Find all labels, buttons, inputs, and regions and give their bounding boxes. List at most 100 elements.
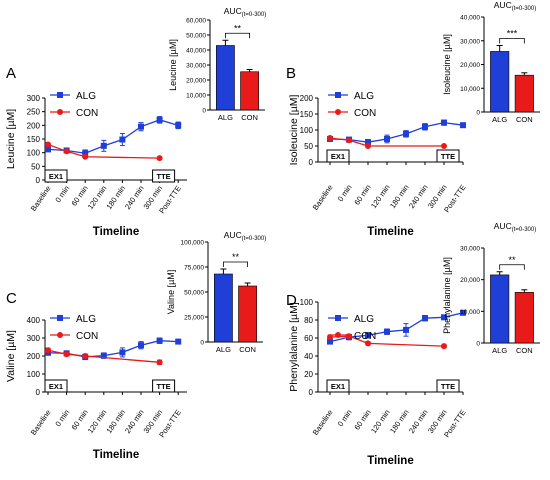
legend-marker <box>57 315 63 321</box>
inset-y-tick-label: 20,000 <box>460 62 480 69</box>
significance-label: ** <box>508 255 516 265</box>
inset-x-tick-label: CON <box>516 115 533 124</box>
legend-label: CON <box>76 331 98 342</box>
x-tick-label: 0 min <box>336 183 354 203</box>
inset-title-sub: (t=0-300) <box>242 236 267 242</box>
x-axis-label: Timeline <box>93 449 139 461</box>
y-tick-label: 0 <box>309 158 314 167</box>
x-tick-label: Baseline <box>311 408 335 437</box>
legend-label: CON <box>76 108 98 119</box>
x-tick-label: 0 min <box>336 408 354 428</box>
data-point-alg <box>156 337 163 344</box>
x-tick-label: 0 min <box>53 184 71 204</box>
significance-bracket <box>499 38 525 44</box>
panel-label: A <box>6 65 16 82</box>
legend-label: CON <box>354 331 376 342</box>
y-tick-label: 250 <box>27 108 41 117</box>
legend-marker <box>335 92 341 98</box>
y-tick-label: 0 <box>309 388 314 397</box>
data-point-alg <box>384 135 390 142</box>
significance-bracket <box>224 32 251 39</box>
data-point-alg <box>175 338 182 345</box>
inset-y-tick-label: 0 <box>476 110 480 117</box>
y-tick-label: 100 <box>300 126 314 135</box>
inset-title-main: AUC <box>224 6 242 16</box>
legend-label: ALG <box>354 91 374 102</box>
significance-label: *** <box>507 29 518 39</box>
x-tick-label: Baseline <box>311 183 335 212</box>
y-tick-label: 150 <box>300 110 314 119</box>
auc-inset: 0 10,000 20,000 30,000 Phenylalanine [µM] AUC… <box>442 221 540 355</box>
data-point-alg <box>175 122 182 129</box>
legend-label: ALG <box>354 314 374 325</box>
x-tick-label: Baseline <box>29 408 53 437</box>
data-point-con <box>346 137 352 144</box>
timeline-marker-box <box>326 379 350 393</box>
auc-bar-alg <box>216 45 235 111</box>
auc-inset: 0 25,000 50,000 75,000 100,000 Valine [µM] AUC… <box>166 230 266 354</box>
legend-label: ALG <box>76 314 96 325</box>
timeline-marker-box <box>436 149 460 163</box>
data-point-con <box>441 343 447 350</box>
data-point-con <box>82 353 89 359</box>
inset-y-tick-label: 20,000 <box>460 277 480 284</box>
timeline-marker-label: EX1 <box>49 382 63 391</box>
inset-y-tick-label: 25,000 <box>184 315 204 322</box>
data-point-alg <box>460 309 466 316</box>
data-point-con <box>45 347 51 354</box>
inset-y-tick-label: 0 <box>200 340 204 347</box>
x-tick-label: Baseline <box>29 184 53 213</box>
data-point-alg <box>82 150 89 157</box>
y-tick-label: 60 <box>304 334 313 343</box>
inset-title: AUC(t=0-300) <box>224 230 266 242</box>
y-tick-label: 300 <box>27 94 41 103</box>
timeline-marker-box <box>152 169 176 183</box>
timeline-marker-label: EX1 <box>331 382 345 391</box>
data-point-alg <box>422 123 428 130</box>
timeline-marker-box <box>44 169 68 183</box>
inset-y-axis-label: Phenylalanine [µM] <box>442 257 452 334</box>
panel-label: D <box>286 292 297 309</box>
inset-x-tick-label: ALG <box>218 113 233 122</box>
x-tick-label: 0 min <box>53 408 71 428</box>
inset-title-sub: (t=0-300) <box>242 12 267 18</box>
series-line-con <box>47 349 160 363</box>
data-point-alg <box>119 349 126 356</box>
y-tick-label: 100 <box>27 149 41 158</box>
inset-title-sub: (t=0-300) <box>512 6 537 12</box>
data-point-alg <box>460 122 466 129</box>
inset-x-tick-label: CON <box>516 346 533 355</box>
data-point-alg <box>156 116 163 123</box>
data-point-alg <box>384 328 390 335</box>
auc-inset: 0 10,000 20,000 30,000 40,000 Isoleucine [µM]… <box>442 0 540 124</box>
panel-label: C <box>6 290 17 307</box>
y-tick-label: 0 <box>36 176 41 185</box>
data-point-alg <box>403 130 409 137</box>
inset-y-tick-label: 100,000 <box>181 240 205 247</box>
timeline-marker-label: TTE <box>157 382 171 391</box>
significance-bracket <box>222 261 249 267</box>
inset-title: AUC(t=0-300) <box>494 0 536 12</box>
inset-y-tick-label: 10,000 <box>460 309 480 316</box>
y-tick-label: 150 <box>27 135 41 144</box>
inset-y-tick-label: 60,000 <box>186 18 206 25</box>
y-tick-label: 20 <box>304 370 313 379</box>
inset-x-tick-label: ALG <box>492 346 507 355</box>
data-point-con <box>365 340 371 347</box>
auc-bar-con <box>514 292 534 344</box>
panel-label: B <box>286 65 296 82</box>
inset-x-tick-label: CON <box>239 345 256 354</box>
y-tick-label: 50 <box>31 162 40 171</box>
timeline-marker-label: EX1 <box>331 152 345 161</box>
y-tick-label: 200 <box>27 121 41 130</box>
inset-y-tick-label: 75,000 <box>184 265 204 272</box>
data-point-con <box>365 143 371 149</box>
auc-bar-con <box>514 74 534 113</box>
data-point-con <box>441 143 447 149</box>
data-point-alg <box>100 142 107 149</box>
auc-bar-con <box>238 285 257 343</box>
inset-y-tick-label: 0 <box>476 341 480 348</box>
